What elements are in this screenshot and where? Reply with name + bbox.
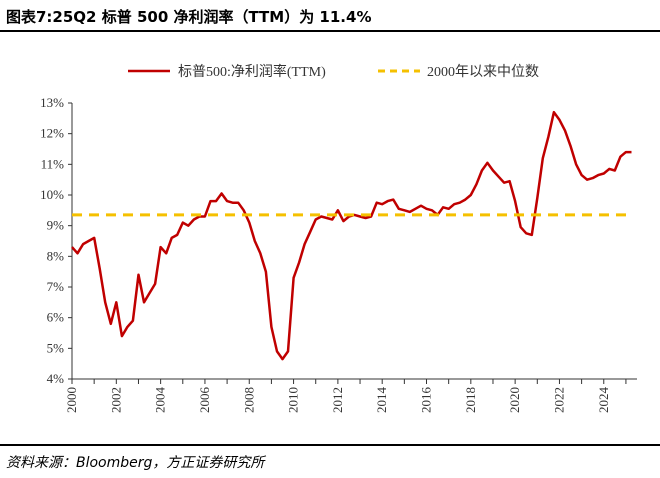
- y-tick-label: 8%: [47, 248, 65, 263]
- x-tick-label: 2012: [330, 387, 345, 413]
- y-tick-labels: 4% 5% 6% 7% 8% 9% 10% 11% 12% 13%: [40, 95, 64, 386]
- x-tick-label: 2010: [286, 387, 301, 413]
- x-tick-label: 2006: [197, 387, 212, 414]
- x-tick-label: 2004: [153, 387, 168, 414]
- legend-label-net-margin: 标普500:净利润率(TTM): [178, 63, 326, 80]
- legend-label-median: 2000年以来中位数: [427, 64, 539, 80]
- x-tick-label: 2016: [419, 387, 434, 414]
- title-bar: 图表7:25Q2 标普 500 净利润率（TTM）为 11.4%: [0, 0, 660, 30]
- series-layer: [71, 110, 632, 361]
- x-tick-label: 2008: [241, 387, 256, 413]
- y-tick-label: 7%: [47, 279, 65, 294]
- y-tick-label: 4%: [47, 371, 65, 386]
- chart-caption: 图表7:25Q2 标普 500 净利润率（TTM）为 11.4%: [6, 8, 372, 26]
- x-tick-label: 2014: [374, 387, 389, 414]
- x-tick-label: 2022: [551, 387, 566, 413]
- net-margin-line-chart: 标普500:净利润率(TTM) 2000年以来中位数 4% 5% 6% 7% 8% 9% 1…: [40, 63, 637, 414]
- x-tick-label: 2002: [108, 387, 123, 413]
- y-tick-label: 6%: [47, 310, 65, 325]
- y-tick-label: 13%: [40, 95, 64, 110]
- y-tick-label: 11%: [41, 156, 65, 171]
- x-tick-label: 2020: [507, 387, 522, 413]
- x-tick-label: 2024: [596, 387, 611, 414]
- source-note: 资料来源：Bloomberg，方正证券研究所: [6, 455, 265, 471]
- x-tick-labels: 2000 2002 2004 2006 2008 2010 2012 2014 2016 2018…: [64, 387, 611, 414]
- y-tick-label: 9%: [47, 218, 65, 233]
- legend: 标普500:净利润率(TTM) 2000年以来中位数: [128, 63, 539, 80]
- y-tick-label: 10%: [40, 187, 64, 202]
- net-margin-line: [71, 110, 632, 361]
- top-divider: [0, 30, 660, 32]
- axes: [68, 102, 637, 384]
- x-tick-label: 2018: [463, 387, 478, 413]
- x-tick-label: 2000: [64, 387, 79, 413]
- y-tick-label: 5%: [47, 340, 65, 355]
- bottom-divider: [0, 444, 660, 446]
- y-tick-label: 12%: [40, 126, 64, 141]
